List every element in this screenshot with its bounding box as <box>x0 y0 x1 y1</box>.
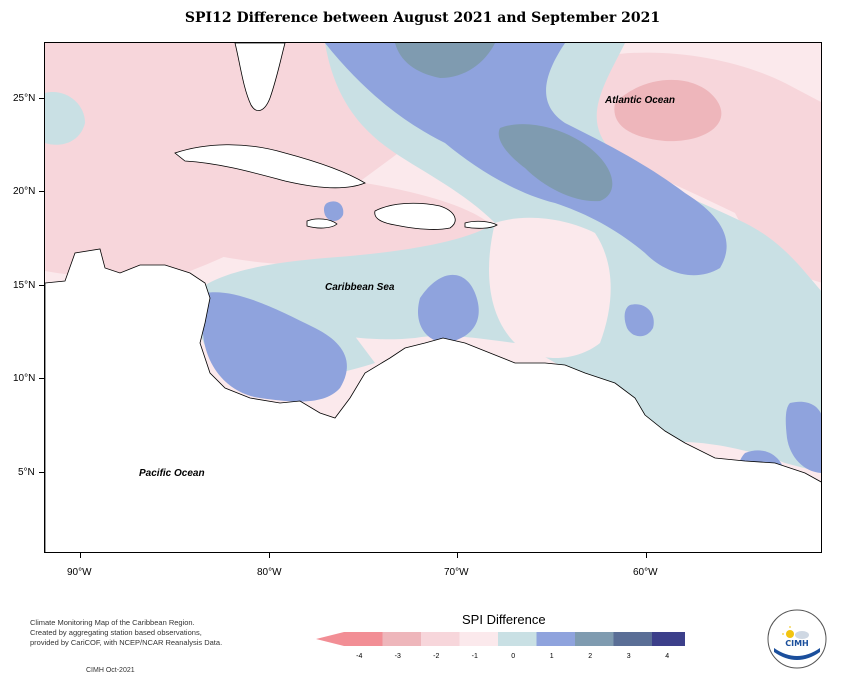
pink-region-caribbean <box>188 174 495 266</box>
footer-line: Climate Monitoring Map of the Caribbean … <box>30 618 195 627</box>
blue-grey-west-left <box>45 92 85 145</box>
tick-lat-5 <box>39 472 44 473</box>
land-hispaniola <box>374 202 456 230</box>
legend-tick-label: -3 <box>395 653 401 660</box>
lon-label-80w: 80°W <box>257 567 282 578</box>
legend-swatch <box>498 632 537 646</box>
footer-line: provided by CariCOF, with NCEP/NCAR Rean… <box>30 638 223 647</box>
legend-swatch <box>536 632 575 646</box>
lat-label-5n: 5°N <box>18 467 35 478</box>
footer-credit: CIMH Oct-2021 <box>86 667 135 674</box>
pink-region-atlantic-core <box>614 79 722 142</box>
blue-region-antilles <box>624 304 654 337</box>
legend-colorbar: -4 -3 -2 -1 0 1 2 3 4 <box>316 632 685 660</box>
blue-region-cuba <box>323 201 344 221</box>
lat-label-25n: 25°N <box>13 93 36 104</box>
tick-lon-90 <box>80 553 81 558</box>
land-jamaica <box>306 218 338 229</box>
tick-lon-70 <box>457 553 458 558</box>
footer-line: Created by aggregating station based obs… <box>30 628 202 637</box>
legend-swatch <box>421 632 460 646</box>
legend-tick-label: 0 <box>511 653 515 660</box>
legend-tick-label: -2 <box>433 653 439 660</box>
legend-arrow-left <box>316 632 344 646</box>
lon-label-70w: 70°W <box>444 567 469 578</box>
lon-label-90w: 90°W <box>67 567 92 578</box>
land-central-america <box>45 248 821 552</box>
map-title: SPI12 Difference between August 2021 and… <box>184 10 661 26</box>
blue-region-honduras <box>203 292 347 402</box>
pacific-ocean-label: Pacific Ocean <box>139 468 205 479</box>
tick-lat-25 <box>39 98 44 99</box>
lat-label-10n: 10°N <box>13 373 36 384</box>
legend-title: SPI Difference <box>462 612 546 627</box>
lon-label-60w: 60°W <box>633 567 658 578</box>
spi-difference-map: Atlantic Ocean Caribbean Sea Pacific Oce… <box>45 43 821 552</box>
legend-swatch <box>613 632 652 646</box>
tick-lon-80 <box>269 553 270 558</box>
land-cuba <box>174 144 366 189</box>
blue-region-east-1 <box>785 401 821 473</box>
lat-label-15n: 15°N <box>13 280 36 291</box>
lat-label-20n: 20°N <box>13 186 36 197</box>
land-puerto-rico <box>464 220 498 229</box>
tick-lat-10 <box>39 378 44 379</box>
logo-text: CIMH <box>785 639 809 648</box>
slate-region-central <box>498 124 613 202</box>
atlantic-ocean-label: Atlantic Ocean <box>604 95 675 106</box>
map-panel[interactable]: Atlantic Ocean Caribbean Sea Pacific Oce… <box>44 42 822 553</box>
legend-tick-label: 4 <box>665 653 669 660</box>
legend-tick-label: -4 <box>356 653 362 660</box>
legend-swatch <box>652 632 685 646</box>
legend-tick-label: 1 <box>550 653 554 660</box>
cimh-logo: CIMH <box>767 609 827 669</box>
legend-tick-label: 2 <box>588 653 592 660</box>
caribbean-sea-label: Caribbean Sea <box>325 282 395 293</box>
tick-lat-20 <box>39 191 44 192</box>
legend-swatch <box>459 632 498 646</box>
legend-swatch <box>382 632 421 646</box>
legend-tick-label: 3 <box>627 653 631 660</box>
tick-lon-60 <box>646 553 647 558</box>
slate-region-north <box>395 43 495 78</box>
legend-swatch <box>344 632 383 646</box>
tick-lat-15 <box>39 285 44 286</box>
blue-region-east-edge <box>746 254 787 294</box>
pale-pink-mid <box>489 217 611 358</box>
footer-description: Climate Monitoring Map of the Caribbean … <box>30 618 222 648</box>
legend-tick-label: -1 <box>472 653 478 660</box>
blue-region-colombia <box>417 274 479 343</box>
land-florida <box>234 43 286 112</box>
legend-swatch <box>575 632 614 646</box>
